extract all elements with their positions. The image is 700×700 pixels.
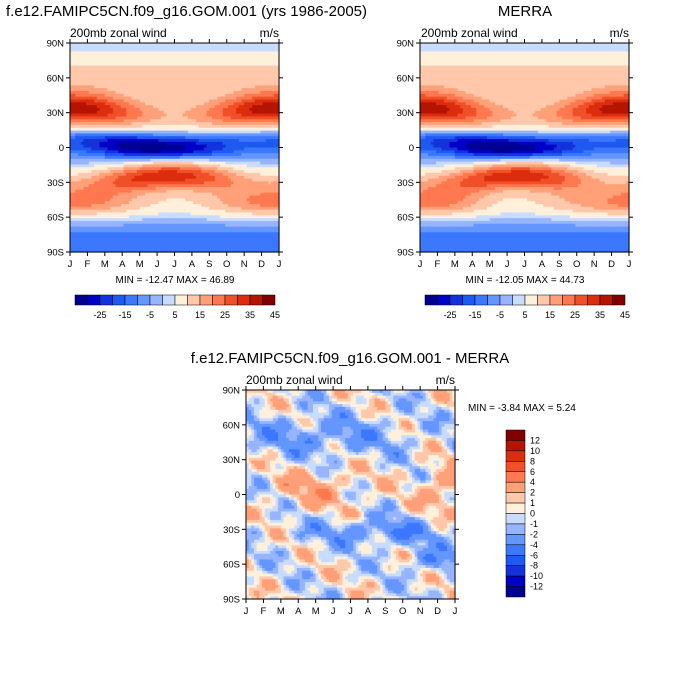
- panel-title: f.e12.FAMIPC5CN.f09_g16.GOM.001 - MERRA: [191, 350, 509, 367]
- panel-title: f.e12.FAMIPC5CN.f09_g16.GOM.001 (yrs 198…: [6, 3, 367, 20]
- panel-units-label: m/s: [260, 26, 279, 40]
- stats-text: MIN = -12.47 MAX = 46.89: [116, 275, 235, 286]
- panel-left-label: 200mb zonal wind: [70, 26, 167, 40]
- panel-units-label: m/s: [610, 26, 629, 40]
- panel-title: MERRA: [498, 3, 552, 20]
- panel-left-label: 200mb zonal wind: [246, 373, 343, 387]
- heatmap-cells-0: [70, 43, 280, 253]
- stats-text: MIN = -12.05 MAX = 44.73: [466, 275, 585, 286]
- panel-units-label: m/s: [436, 373, 455, 387]
- stats-text: MIN = -3.84 MAX = 5.24: [468, 403, 576, 414]
- panel-left-label: 200mb zonal wind: [421, 26, 518, 40]
